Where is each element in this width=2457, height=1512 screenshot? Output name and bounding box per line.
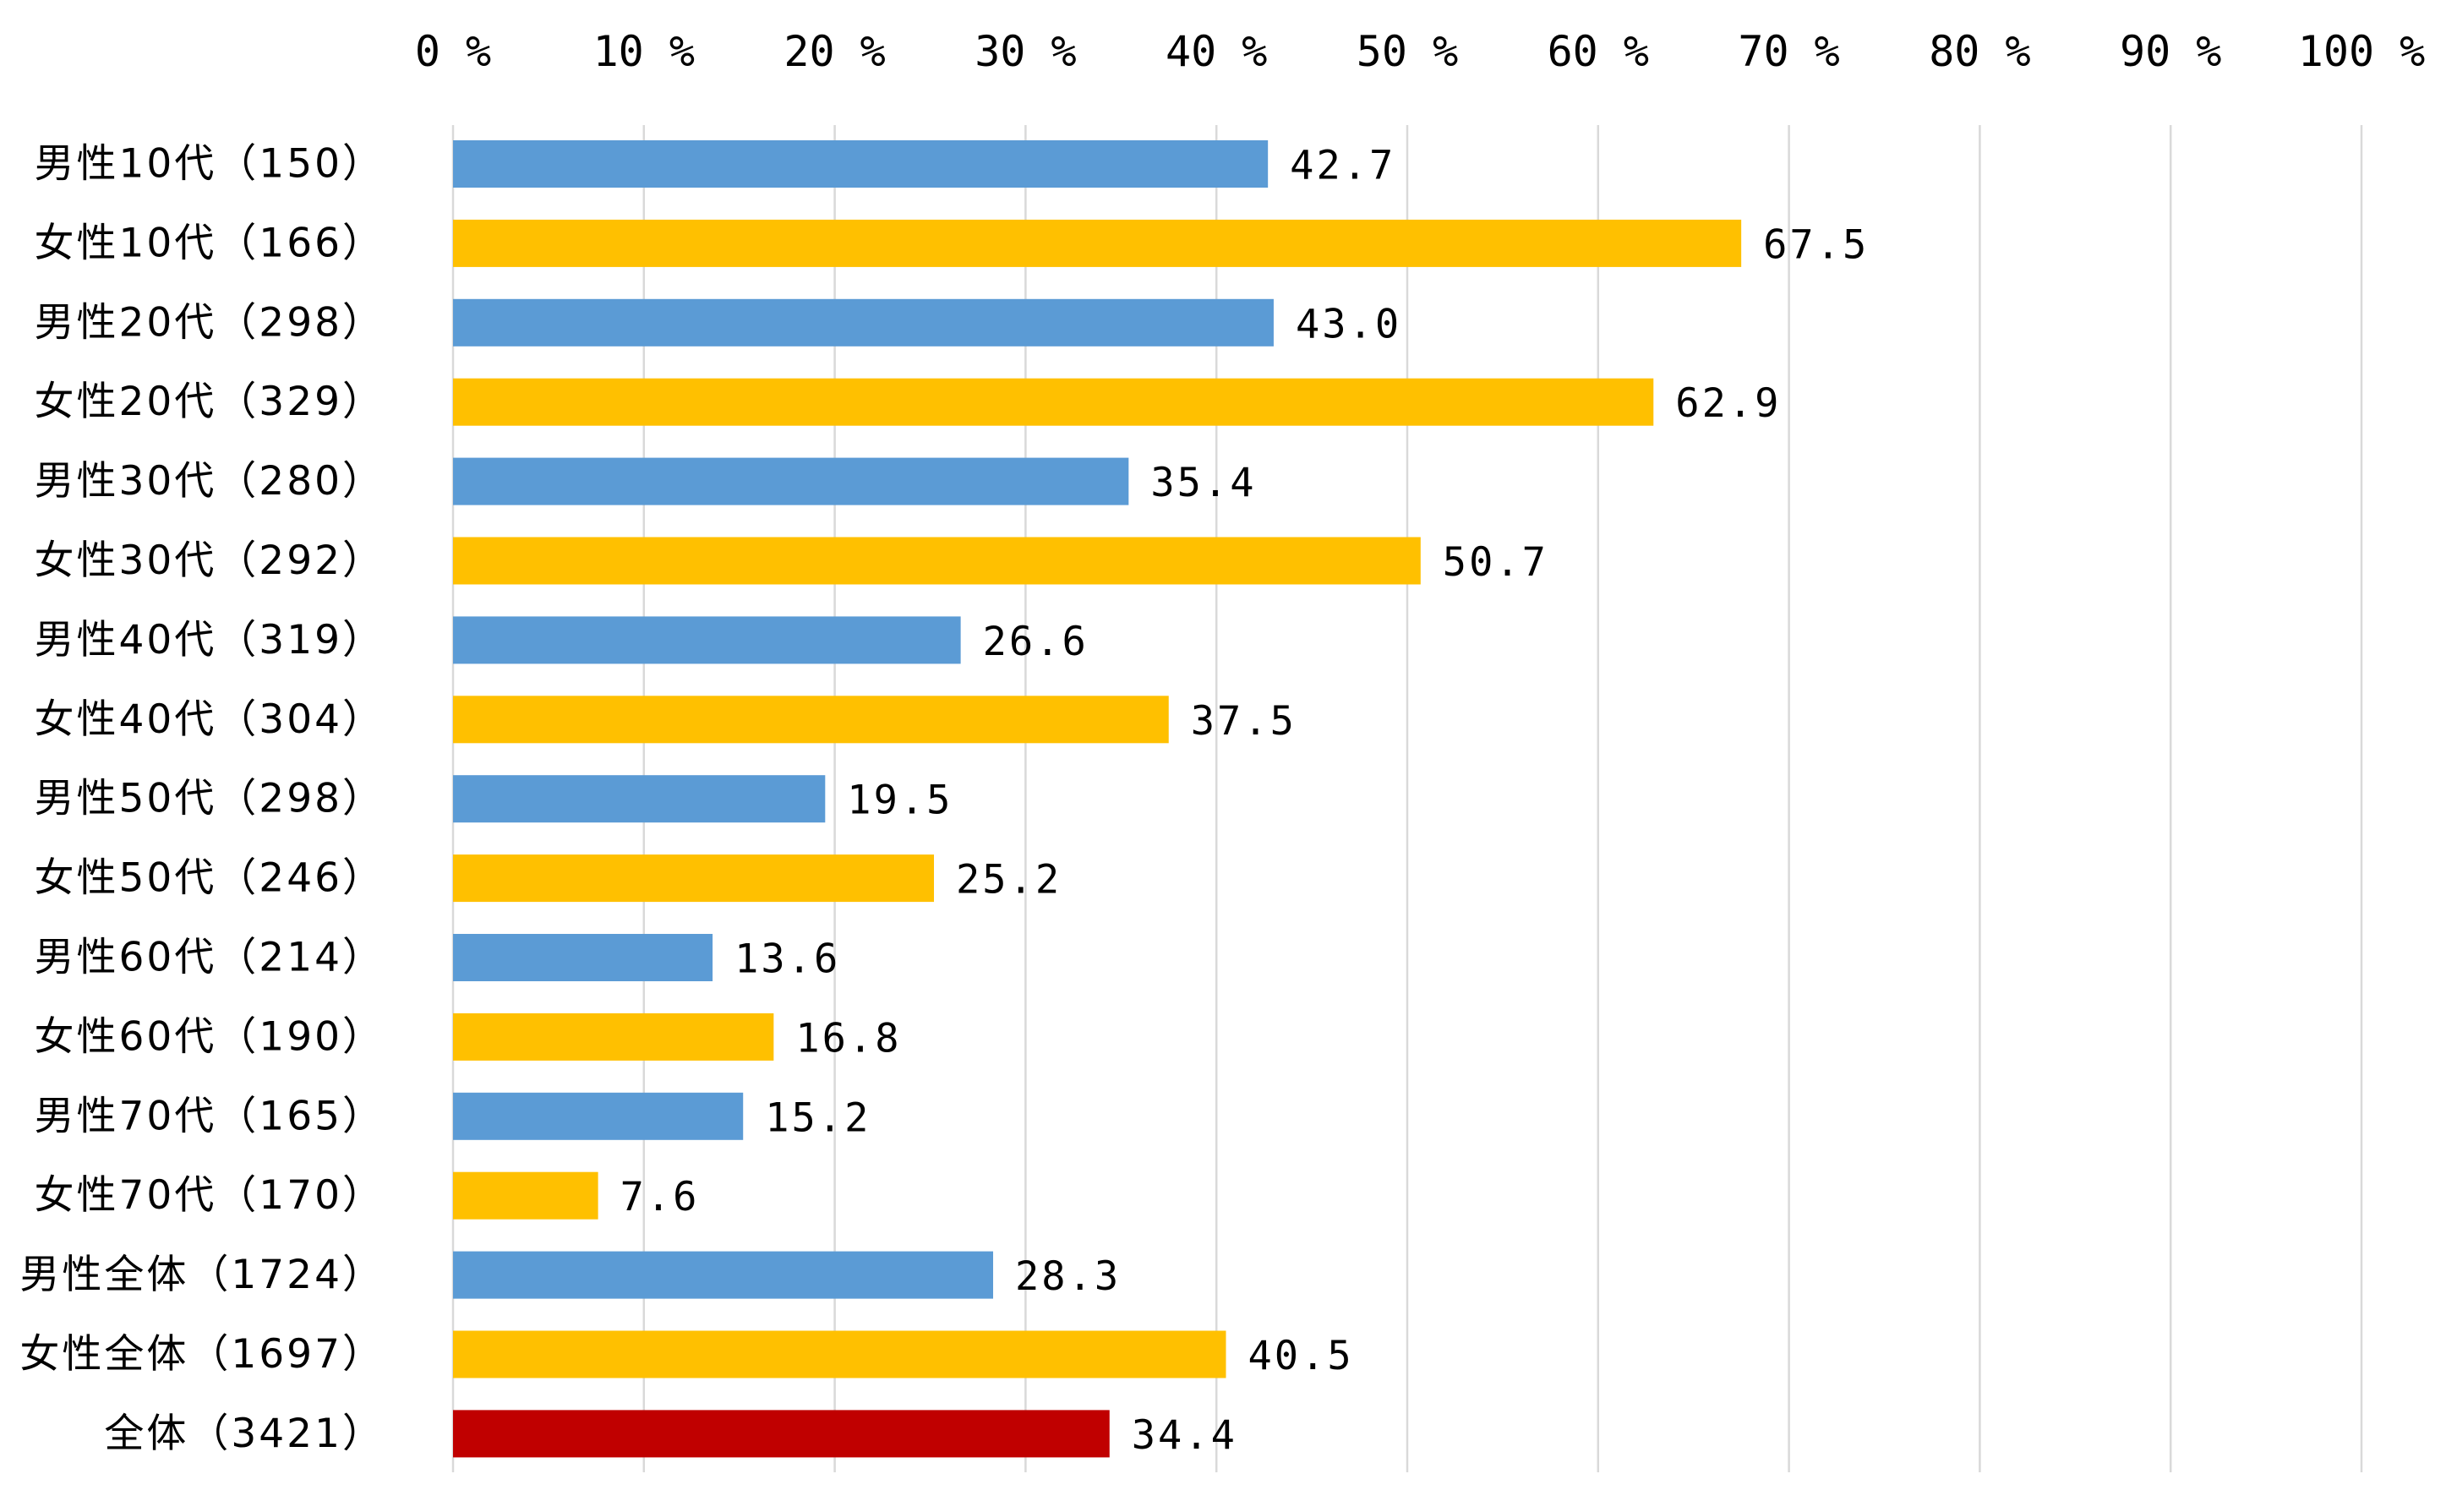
bar [453,934,713,981]
category-label: 女性70代（170） [34,1172,385,1219]
data-label: 37.5 [1191,698,1297,745]
data-label: 15.2 [765,1094,871,1141]
bar [453,696,1169,744]
bars [453,140,1742,1458]
bar [453,457,1129,505]
bar [453,616,961,664]
bar [453,537,1421,585]
category-label: 男性全体（1724） [19,1252,385,1298]
data-label: 25.2 [956,857,1062,903]
category-label: 男性20代（298） [34,299,385,346]
bar [453,378,1654,426]
data-label: 50.7 [1443,539,1548,586]
data-label: 35.4 [1150,460,1256,506]
data-label: 34.4 [1132,1412,1237,1459]
x-tick-label: 100 % [2298,27,2426,76]
category-label: 男性50代（298） [34,776,385,822]
bar [453,1092,744,1140]
x-tick-label: 80 % [1929,27,2030,76]
category-label: 女性全体（1697） [19,1331,385,1378]
category-label: 女性60代（190） [34,1013,385,1060]
bar [453,298,1274,347]
data-label: 40.5 [1248,1333,1353,1379]
category-labels: 男性10代（150） 女性10代（166） 男性20代（298） 女性20代（329）… [19,141,385,1457]
data-label: 19.5 [847,778,953,824]
data-labels: 42.7 67.5 43.0 62.9 35.4 50.7 26.6 37.5 19.525.2… [620,143,1869,1459]
bar [453,775,826,823]
bar [453,854,935,903]
bar [453,140,1269,188]
x-tick-label: 70 % [1738,27,1839,76]
x-tick-label: 20 % [784,27,885,76]
data-label: 28.3 [1015,1253,1121,1300]
category-label: 男性60代（214） [34,935,385,981]
category-label: 男性30代（280） [34,458,385,505]
category-label: 全体（3421） [104,1411,385,1457]
bar [453,219,1742,267]
category-label: 女性20代（329） [34,379,385,425]
data-label: 7.6 [620,1174,700,1220]
x-tick-label: 50 % [1357,27,1458,76]
data-label: 16.8 [795,1015,901,1062]
data-label: 26.6 [983,619,1089,665]
bar [453,1171,598,1220]
data-label: 42.7 [1290,143,1395,189]
x-tick-label: 60 % [1548,27,1649,76]
category-label: 女性10代（166） [34,220,385,266]
category-label: 女性30代（292） [34,538,385,584]
category-label: 男性10代（150） [34,141,385,188]
x-tick-label: 90 % [2120,27,2221,76]
x-tick-label: 30 % [975,27,1076,76]
bar [453,1330,1226,1378]
x-tick-label: 40 % [1166,27,1267,76]
x-tick-label: 10 % [593,27,695,76]
category-label: 女性50代（246） [34,855,385,902]
data-label: 62.9 [1675,380,1781,427]
x-axis-tick-labels: 0 % 10 % 20 % 30 % 40 % 50 % 60 % 70 % 80 % 90 % 1… [415,27,2425,76]
data-label: 13.6 [734,936,840,983]
data-label: 67.5 [1763,221,1869,268]
bar [453,1013,774,1061]
category-label: 男性40代（319） [34,617,385,663]
category-label: 男性70代（165） [34,1093,385,1139]
gridlines [451,125,2363,1472]
data-label: 43.0 [1296,301,1401,347]
x-tick-label: 0 % [415,27,491,76]
category-label: 女性40代（304） [34,696,385,743]
bar [453,1410,1110,1458]
bar [453,1251,994,1299]
